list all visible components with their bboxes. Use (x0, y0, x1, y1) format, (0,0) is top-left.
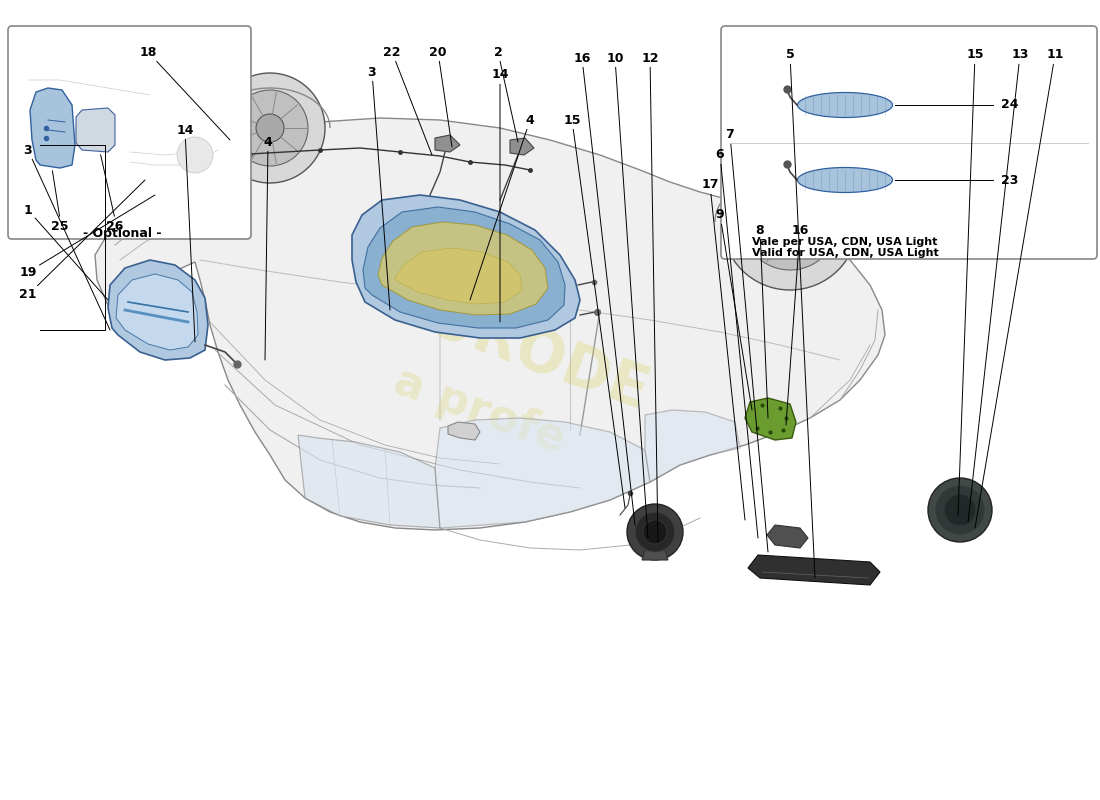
Polygon shape (148, 180, 168, 202)
Text: 1: 1 (23, 203, 108, 300)
Text: 16: 16 (573, 51, 635, 525)
Text: 9: 9 (716, 209, 752, 410)
Polygon shape (434, 135, 460, 152)
Text: a profe: a profe (388, 359, 572, 461)
Polygon shape (510, 138, 534, 155)
Circle shape (214, 73, 324, 183)
Text: EURODE: EURODE (383, 277, 657, 423)
Text: 22: 22 (383, 46, 432, 155)
FancyBboxPatch shape (8, 26, 251, 239)
Polygon shape (378, 222, 548, 315)
Circle shape (928, 478, 992, 542)
Polygon shape (352, 195, 580, 338)
Polygon shape (395, 248, 522, 304)
Polygon shape (363, 207, 565, 328)
Text: 2: 2 (494, 46, 518, 142)
Text: 6: 6 (716, 149, 758, 538)
Text: 20: 20 (429, 46, 452, 147)
Text: 25: 25 (52, 221, 68, 234)
Polygon shape (448, 422, 480, 440)
Text: 15: 15 (563, 114, 625, 508)
Polygon shape (30, 88, 75, 168)
Text: 23: 23 (1001, 174, 1019, 186)
Text: 3: 3 (367, 66, 390, 310)
Text: Valid for USA, CDN, USA Light: Valid for USA, CDN, USA Light (751, 248, 938, 258)
Text: 8: 8 (756, 223, 768, 418)
Circle shape (742, 174, 838, 270)
Text: 10: 10 (606, 51, 648, 538)
Text: 7: 7 (726, 129, 768, 552)
Polygon shape (642, 550, 668, 560)
Text: 19: 19 (20, 195, 155, 278)
FancyBboxPatch shape (720, 26, 1097, 259)
Polygon shape (76, 108, 116, 152)
Polygon shape (645, 410, 740, 482)
Polygon shape (116, 274, 198, 350)
Text: 17: 17 (702, 178, 745, 520)
Polygon shape (767, 525, 808, 548)
Circle shape (722, 154, 858, 290)
Text: 21: 21 (20, 180, 145, 302)
Text: 4: 4 (470, 114, 535, 300)
Circle shape (256, 114, 284, 142)
Text: 4: 4 (264, 135, 273, 360)
Polygon shape (434, 418, 650, 528)
Text: 13: 13 (968, 49, 1028, 522)
Text: 3: 3 (24, 143, 110, 330)
Text: 24: 24 (1001, 98, 1019, 111)
Text: 26: 26 (107, 221, 123, 234)
Polygon shape (133, 182, 150, 194)
Ellipse shape (798, 167, 892, 193)
Polygon shape (95, 118, 886, 530)
Text: Vale per USA, CDN, USA Light: Vale per USA, CDN, USA Light (752, 237, 937, 247)
Ellipse shape (798, 93, 892, 118)
Text: 12: 12 (641, 51, 659, 542)
Text: 11: 11 (975, 49, 1064, 528)
Polygon shape (298, 435, 440, 528)
Circle shape (232, 90, 308, 166)
Text: 16: 16 (786, 223, 808, 425)
Circle shape (945, 495, 975, 525)
Circle shape (635, 512, 675, 552)
Polygon shape (748, 555, 880, 585)
Circle shape (772, 204, 808, 240)
Text: - Optional -: - Optional - (82, 226, 162, 239)
Text: 14: 14 (176, 123, 195, 342)
Polygon shape (108, 260, 208, 360)
Circle shape (627, 504, 683, 560)
Text: 5: 5 (785, 49, 815, 578)
Text: 14: 14 (492, 69, 508, 322)
Text: 15: 15 (958, 49, 983, 516)
Circle shape (177, 137, 213, 173)
Text: 18: 18 (140, 46, 230, 140)
Polygon shape (745, 398, 796, 440)
Circle shape (644, 520, 667, 544)
Circle shape (936, 486, 985, 534)
